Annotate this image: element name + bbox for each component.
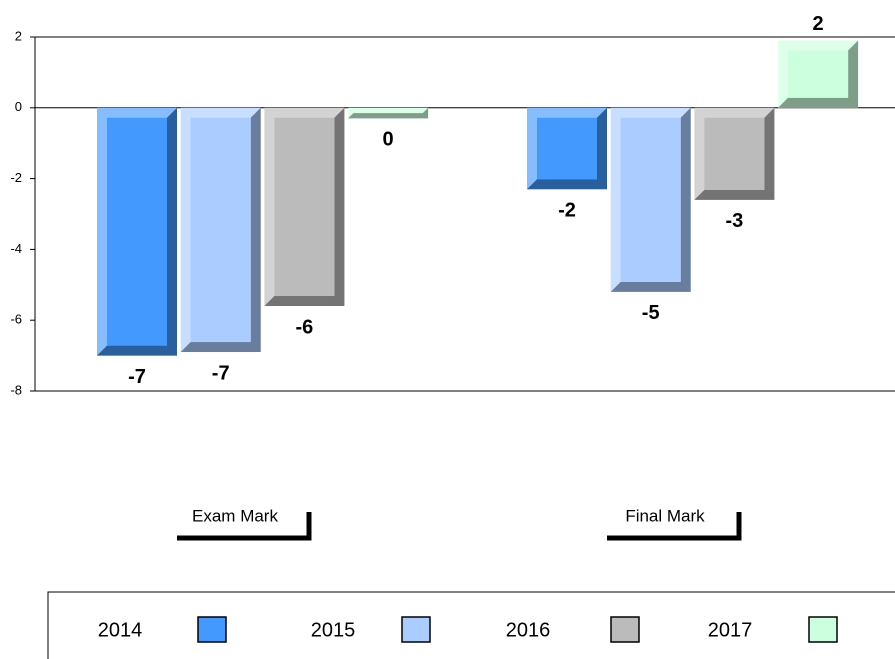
bar-face (620, 117, 681, 282)
value-label: 2 (813, 13, 824, 35)
legend-label: 2014 (98, 619, 143, 641)
bar-face (190, 117, 251, 343)
y-tick-label: -2 (10, 170, 22, 185)
y-tick-label: -8 (10, 382, 22, 397)
x-tick-label: Final Mark (625, 506, 705, 525)
legend-box (47, 591, 895, 659)
bar-bevel (610, 107, 691, 292)
bar-bevel (264, 107, 345, 307)
bar-bevel (97, 107, 177, 356)
value-label: -6 (296, 316, 314, 338)
legend-swatch (197, 616, 227, 643)
value-label: -5 (642, 302, 660, 324)
value-label: -2 (558, 200, 576, 222)
bar-bevel (348, 107, 429, 119)
bar-face (788, 50, 849, 98)
y-tick-label: 0 (15, 99, 22, 114)
y-tick-label: 2 (15, 28, 22, 43)
legend-label: 2017 (708, 619, 753, 641)
bar-bevel (694, 107, 775, 200)
value-label: 0 (383, 129, 394, 151)
bar-face (107, 117, 167, 346)
legend-swatch (401, 616, 431, 643)
legend-swatch (808, 616, 838, 643)
y-tick-label: -4 (10, 241, 22, 256)
legend-label: 2016 (506, 619, 551, 641)
value-label: -7 (128, 366, 146, 388)
bar-bevel (180, 107, 261, 353)
bar-face (274, 117, 335, 297)
bar-face (537, 117, 597, 180)
category-shadow (607, 512, 742, 541)
legend-swatch (610, 616, 640, 643)
y-tick-label: -6 (10, 312, 22, 327)
bar-bevel (527, 107, 607, 190)
value-label: -7 (212, 362, 230, 384)
bar-bevel (778, 40, 859, 108)
plot-frame (34, 36, 895, 392)
bar-face (704, 117, 765, 190)
x-tick-label: Exam Mark (192, 506, 278, 525)
value-label: -3 (726, 210, 744, 232)
category-shadow (177, 512, 312, 541)
legend-label: 2015 (311, 619, 356, 641)
